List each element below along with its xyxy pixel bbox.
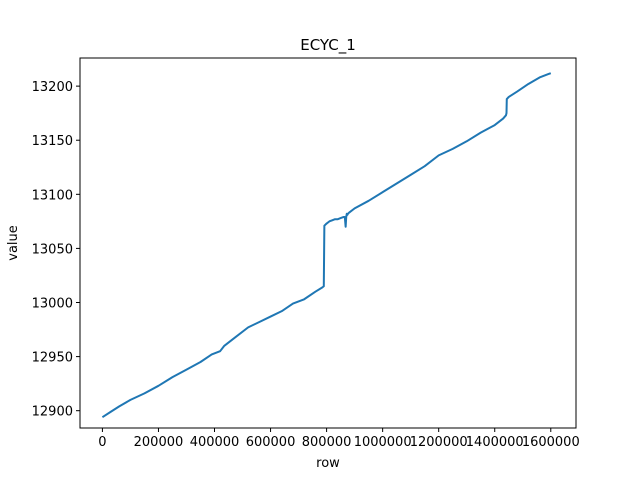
plot-area (101, 72, 552, 419)
x-tick-label: 400000 (190, 435, 240, 450)
x-tick-label: 1200000 (410, 435, 468, 450)
x-tick-label: 200000 (134, 435, 184, 450)
x-tick-label: 1000000 (354, 435, 412, 450)
y-axis-ticks: 12900 12950 13000 13050 13100 13150 13200 (32, 80, 80, 420)
y-tick-label: 13100 (32, 188, 73, 203)
y-tick-label: 13150 (32, 134, 73, 149)
y-tick-label: 12900 (32, 405, 73, 420)
x-tick-label: 1600000 (522, 435, 580, 450)
axes-frame (79, 57, 577, 429)
x-tick-label: 1400000 (466, 435, 524, 450)
y-axis-label: value (6, 225, 21, 261)
chart-title: ECYC_1 (300, 36, 356, 55)
x-axis-ticks: 0 200000 400000 600000 800000 100000012000001… (98, 428, 580, 450)
y-tick-label: 12950 (32, 351, 73, 366)
y-tick-label: 13200 (32, 80, 73, 95)
x-tick-label: 600000 (246, 435, 296, 450)
series-line-0 (101, 72, 552, 419)
x-tick-label: 0 (98, 435, 106, 450)
y-tick-label: 13050 (32, 242, 73, 257)
y-tick-label: 13000 (32, 297, 73, 312)
x-axis-label: row (316, 456, 340, 471)
x-tick-label: 800000 (302, 435, 352, 450)
